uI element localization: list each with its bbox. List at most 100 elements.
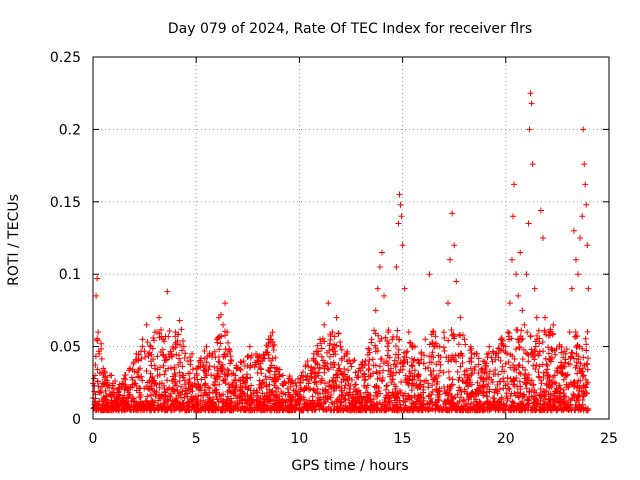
data-point: [579, 213, 586, 220]
noise-point: [327, 406, 334, 413]
data-point: [333, 314, 340, 321]
noise-point: [361, 377, 368, 384]
noise-point: [344, 358, 351, 365]
noise-point: [536, 348, 543, 355]
noise-point: [392, 389, 399, 396]
y-axis-label: ROTI / TECUs: [6, 194, 22, 286]
noise-point: [507, 351, 514, 358]
noise-point: [505, 333, 512, 340]
noise-point: [190, 394, 197, 401]
noise-point: [222, 332, 229, 339]
noise-point: [316, 390, 323, 397]
noise-point: [530, 362, 537, 369]
noise-point: [414, 396, 421, 403]
noise-point: [303, 384, 310, 391]
noise-point: [125, 389, 132, 396]
data-point: [246, 343, 253, 350]
noise-point: [519, 393, 526, 400]
noise-point: [433, 387, 440, 394]
noise-point: [487, 401, 494, 408]
noise-point: [176, 372, 183, 379]
noise-point: [465, 407, 472, 414]
noise-point: [317, 396, 324, 403]
noise-point: [369, 356, 376, 363]
noise-point: [300, 369, 307, 376]
noise-point: [146, 342, 153, 349]
noise-point: [125, 383, 132, 390]
noise-point: [216, 373, 223, 380]
data-point: [568, 285, 575, 292]
noise-point: [121, 386, 128, 393]
noise-point: [90, 404, 97, 411]
noise-point: [516, 343, 523, 350]
noise-point: [325, 382, 332, 389]
noise-point: [569, 350, 576, 357]
noise-point: [261, 402, 268, 409]
noise-point: [271, 406, 278, 413]
data-point: [550, 321, 557, 328]
noise-point: [348, 406, 355, 413]
noise-point: [134, 407, 141, 414]
noise-point: [424, 400, 431, 407]
noise-point: [148, 392, 155, 399]
noise-point: [338, 370, 345, 377]
noise-point: [428, 359, 435, 366]
noise-point: [510, 376, 517, 383]
noise-point: [361, 382, 368, 389]
noise-point: [165, 351, 172, 358]
noise-point: [430, 354, 437, 361]
noise-point: [356, 400, 363, 407]
noise-point: [534, 400, 541, 407]
data-point: [566, 329, 573, 336]
data-point: [577, 235, 584, 241]
noise-point: [200, 363, 207, 370]
noise-point: [507, 375, 514, 382]
noise-point: [186, 379, 193, 386]
noise-point: [347, 360, 354, 367]
noise-point: [510, 362, 517, 369]
noise-point: [480, 375, 487, 382]
noise-point: [406, 339, 413, 346]
noise-point: [211, 348, 218, 355]
noise-point: [138, 355, 145, 362]
noise-point: [549, 331, 556, 338]
data-point: [449, 210, 456, 217]
noise-point: [394, 407, 401, 414]
noise-point: [126, 367, 133, 374]
noise-point: [170, 345, 177, 352]
noise-point: [362, 389, 369, 396]
noise-point: [193, 372, 200, 379]
noise-point: [262, 373, 269, 380]
noise-point: [446, 375, 453, 382]
noise-point: [336, 383, 343, 390]
noise-point: [321, 365, 328, 372]
noise-point: [357, 390, 364, 397]
noise-point: [108, 397, 115, 404]
data-point: [389, 336, 396, 343]
noise-point: [188, 398, 195, 405]
noise-point: [579, 401, 586, 408]
noise-point: [405, 393, 412, 400]
noise-point: [382, 386, 389, 393]
noise-point: [423, 377, 430, 384]
noise-point: [541, 328, 548, 335]
data-point: [585, 285, 592, 292]
noise-point: [541, 389, 548, 396]
noise-point: [475, 355, 482, 362]
noise-point: [437, 367, 444, 374]
data-point: [583, 201, 590, 208]
noise-point: [511, 377, 518, 384]
noise-point: [483, 370, 490, 377]
noise-point: [418, 402, 425, 409]
noise-point: [108, 393, 115, 400]
data-point: [98, 340, 105, 347]
noise-point: [214, 339, 221, 346]
noise-point: [216, 346, 223, 353]
noise-point: [331, 333, 338, 340]
noise-point: [418, 394, 425, 401]
noise-point: [396, 387, 403, 394]
data-point: [521, 321, 528, 328]
noise-point: [263, 383, 270, 390]
noise-point: [551, 404, 558, 411]
noise-point: [169, 353, 176, 360]
